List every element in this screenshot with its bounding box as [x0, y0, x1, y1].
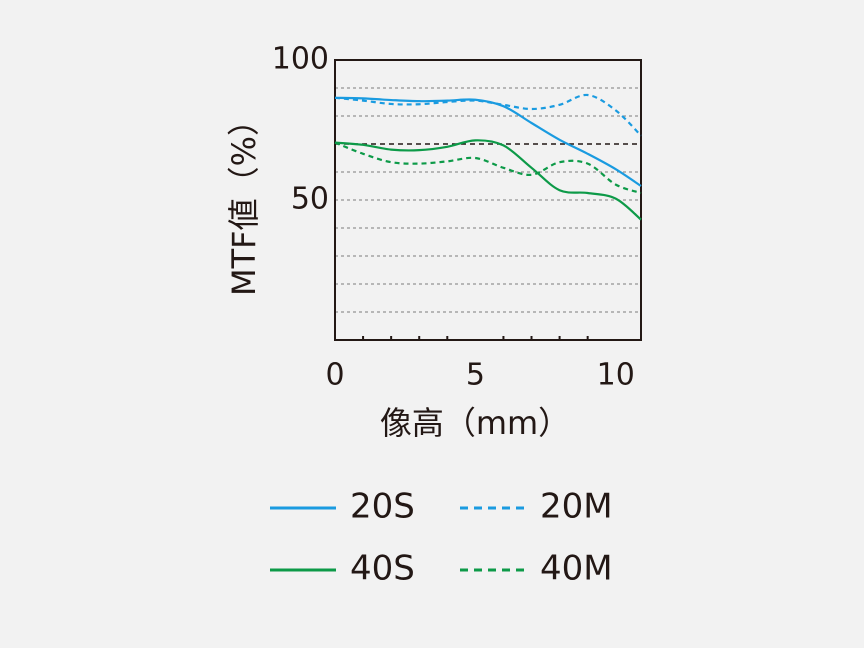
y-tick-label: 100	[272, 42, 329, 77]
legend-label: 20S	[350, 487, 415, 527]
x-axis-label: 像高（mm）	[380, 404, 570, 442]
x-tick-label: 10	[597, 358, 635, 393]
x-tick-label: 5	[466, 358, 485, 393]
legend-label: 40S	[350, 549, 415, 589]
legend-label: 40M	[540, 549, 613, 589]
series-line	[334, 139, 642, 221]
y-tick-label: 50	[291, 182, 329, 217]
x-tick-label: 0	[325, 358, 344, 393]
series-line	[334, 93, 642, 137]
y-axis-label: MTF値（%）	[225, 104, 263, 296]
plot-frame	[334, 59, 642, 341]
series-line	[334, 141, 642, 195]
legend-label: 20M	[540, 487, 613, 527]
